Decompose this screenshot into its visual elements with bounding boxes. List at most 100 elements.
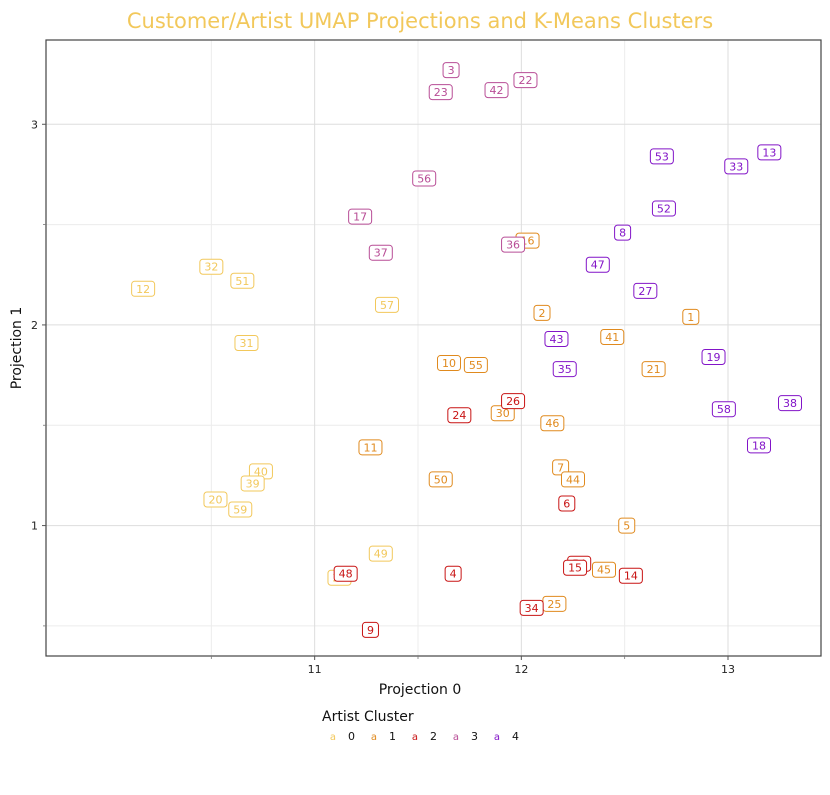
label-box [199, 258, 224, 275]
data-point-label: 23 [428, 84, 453, 101]
data-point-label: 57 [375, 296, 399, 313]
label-box [230, 272, 255, 289]
label-box [234, 334, 259, 351]
label-box [361, 621, 379, 638]
legend-key-glyph: a [371, 732, 377, 743]
label-box [618, 517, 636, 534]
x-axis-title: Projection 0 [379, 682, 462, 698]
data-point-label: 5 [618, 517, 636, 534]
legend-label: 4 [512, 730, 519, 743]
data-point-label: 7 [552, 459, 570, 476]
data-point-label: 25 [542, 595, 567, 612]
label-box [600, 328, 625, 345]
data-point-label: 55 [463, 357, 488, 374]
label-box [513, 72, 538, 89]
label-box [375, 296, 399, 313]
data-point-label: 10 [437, 355, 461, 372]
data-point-label: 41 [600, 328, 625, 345]
point-label-text: 39 [246, 477, 260, 490]
point-label-text: 42 [490, 84, 504, 97]
data-point-label: 11 [358, 439, 383, 456]
label-box [552, 459, 570, 476]
label-box [711, 401, 736, 418]
label-box [552, 361, 577, 378]
label-box [240, 475, 265, 492]
data-point-label: 17 [348, 208, 373, 225]
data-point-label: 26 [501, 393, 526, 410]
point-label-text: 15 [568, 562, 582, 575]
label-box [228, 501, 253, 518]
point-label-text: 25 [547, 598, 561, 611]
point-label-text: 36 [506, 239, 520, 252]
y-axis-title: Projection 1 [9, 307, 25, 390]
label-box [437, 355, 461, 372]
data-point-label: 34 [519, 599, 544, 616]
point-label-text: 53 [655, 150, 669, 163]
data-point-label: 37 [368, 244, 393, 261]
label-box [428, 84, 453, 101]
legend-label: 2 [430, 730, 437, 743]
point-label-text: 46 [545, 417, 559, 430]
data-point-label: 56 [412, 170, 437, 187]
x-tick-label: 13 [721, 663, 735, 676]
chart-title: Customer/Artist UMAP Projections and K-M… [127, 9, 713, 33]
data-point-label: 39 [240, 475, 265, 492]
point-label-text: 21 [647, 363, 661, 376]
legend-label: 3 [471, 730, 478, 743]
data-point-label: 48 [333, 565, 358, 582]
y-tick-label: 3 [31, 118, 38, 131]
label-box [651, 200, 676, 217]
data-point-label: 47 [585, 256, 610, 273]
point-label-text: 22 [518, 74, 532, 87]
data-point-label: 20 [203, 491, 228, 508]
label-box [463, 357, 488, 374]
label-box [442, 62, 460, 79]
legend-key-glyph: a [330, 732, 336, 743]
point-label-text: 33 [729, 160, 743, 173]
point-label-text: 51 [235, 275, 249, 288]
label-box [592, 561, 616, 578]
data-point-label: 27 [633, 282, 658, 299]
label-box [641, 361, 666, 378]
data-point-label: 6 [558, 495, 576, 512]
data-point-label: 9 [361, 621, 379, 638]
point-label-text: 37 [374, 247, 388, 260]
label-box [358, 439, 383, 456]
data-point-label: 32 [199, 258, 224, 275]
plot-area-frame [45, 39, 822, 657]
y-tick-label: 2 [31, 319, 38, 332]
x-tick-label: 12 [514, 663, 528, 676]
label-box [633, 282, 658, 299]
label-box [540, 415, 565, 432]
label-box [682, 308, 700, 325]
label-box [131, 280, 156, 297]
point-label-text: 18 [752, 439, 766, 452]
label-box [501, 393, 526, 410]
legend-key-glyph: a [494, 732, 500, 743]
label-box [563, 559, 588, 576]
label-box [444, 565, 462, 582]
point-label-text: 34 [525, 602, 539, 615]
data-point-label: 49 [368, 545, 393, 562]
data-point-label: 13 [757, 144, 782, 161]
data-point-label: 15 [563, 559, 588, 576]
label-box [757, 144, 782, 161]
point-label-text: 52 [657, 203, 671, 216]
data-point-label: 21 [641, 361, 666, 378]
point-label-text: 24 [452, 409, 466, 422]
point-label-text: 4 [450, 568, 457, 581]
label-box [533, 304, 551, 321]
label-box [447, 407, 472, 424]
point-label-text: 40 [254, 465, 268, 478]
point-label-text: 31 [239, 337, 253, 350]
data-point-label: 36 [501, 236, 526, 253]
label-box [203, 491, 228, 508]
label-box [368, 545, 393, 562]
point-label-text: 12 [136, 283, 150, 296]
